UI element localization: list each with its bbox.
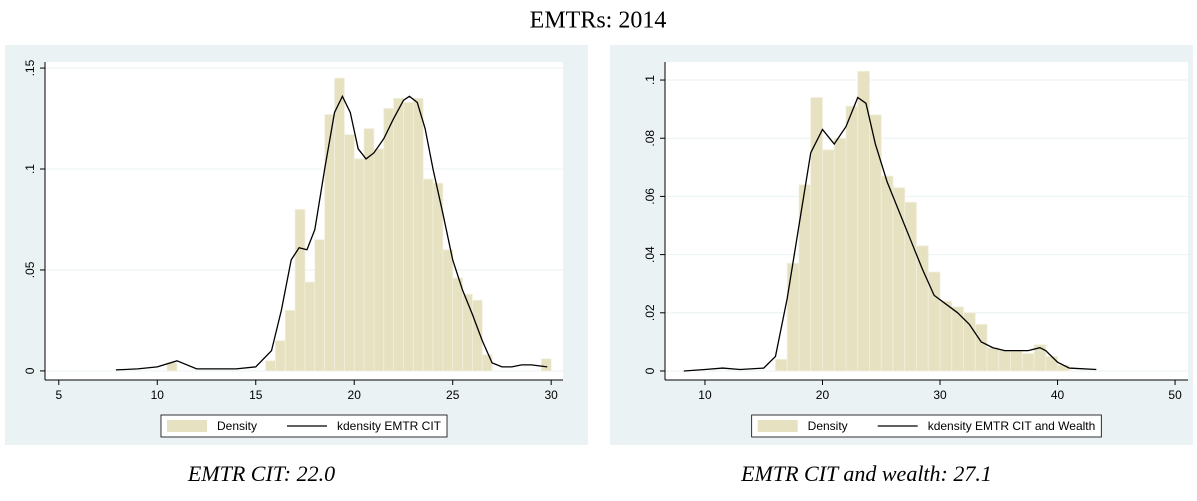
panel: 0 .05 .1 .15 5 10 15 20 25 30 Density kdensity EMTR… xyxy=(5,45,588,445)
histogram-bar xyxy=(452,277,463,372)
histogram-bar xyxy=(880,175,894,372)
y-tick-label: .1 xyxy=(23,164,37,174)
histogram-bar xyxy=(986,347,1000,372)
x-tick-label: 15 xyxy=(249,388,263,402)
histogram-bar xyxy=(334,77,345,372)
density-line xyxy=(115,94,548,371)
x-tick-label: 30 xyxy=(933,388,947,402)
histogram-bar xyxy=(775,358,788,372)
y-tick-label: .15 xyxy=(23,59,37,76)
y-tick-label: 0 xyxy=(643,367,657,374)
caption: EMTR CIT and wealth: 27.1 xyxy=(740,461,992,486)
histogram-bar xyxy=(869,114,882,372)
histogram-bar xyxy=(892,187,906,372)
histogram-bar xyxy=(343,134,355,372)
legend-label: Density xyxy=(808,419,848,433)
histogram-bar xyxy=(822,149,835,372)
legend: Density kdensity EMTR CIT xyxy=(160,414,448,438)
density-line xyxy=(683,96,1097,372)
histogram-bar xyxy=(462,293,473,372)
y-tick-label: .04 xyxy=(643,246,657,263)
legend-swatch xyxy=(757,420,798,432)
histogram-bar xyxy=(939,300,953,372)
x-tick-label: 20 xyxy=(348,388,362,402)
x-tick-label: 25 xyxy=(446,388,460,402)
histogram-bar xyxy=(422,178,434,372)
y-tick-label: .08 xyxy=(643,130,657,147)
histogram-bar xyxy=(845,105,859,372)
histogram-bar xyxy=(1021,353,1035,372)
legend-box xyxy=(751,414,1102,438)
histogram-bar xyxy=(786,262,800,372)
histogram-bar xyxy=(284,309,296,372)
histogram-bar xyxy=(393,97,404,372)
histogram-bar xyxy=(403,101,414,372)
histogram-bar xyxy=(471,299,483,372)
histogram-bar xyxy=(304,281,316,372)
histogram-bar xyxy=(998,350,1011,372)
y-tick-label: 0 xyxy=(23,367,37,374)
y-tick-label: .1 xyxy=(643,75,657,85)
histogram-bar xyxy=(916,245,929,372)
histogram-bar xyxy=(833,137,847,372)
legend: Density kdensity EMTR CIT and Wealth xyxy=(751,414,1102,438)
histogram-bar xyxy=(294,208,306,372)
histogram-bar xyxy=(383,108,395,372)
x-tick-label: 30 xyxy=(545,388,559,402)
histogram-bar xyxy=(324,114,335,372)
histogram-bar xyxy=(314,239,326,372)
caption: EMTR CIT: 22.0 xyxy=(187,461,335,486)
legend-label: Density xyxy=(217,419,257,433)
x-tick-label: 10 xyxy=(151,388,165,402)
histogram-bar xyxy=(810,97,823,372)
legend-label: kdensity EMTR CIT xyxy=(337,419,442,433)
x-tick-label: 40 xyxy=(1051,388,1065,402)
histogram-bar xyxy=(904,201,917,372)
histogram-bar xyxy=(442,249,454,372)
histogram-bar xyxy=(363,128,375,372)
histogram-bar xyxy=(963,312,976,372)
y-tick-label: .06 xyxy=(643,188,657,205)
x-tick-label: 5 xyxy=(55,388,62,402)
y-tick-label: .02 xyxy=(643,304,657,321)
histogram-bar xyxy=(275,340,286,372)
x-tick-label: 50 xyxy=(1168,388,1182,402)
histogram-bar xyxy=(974,324,988,372)
histogram-bar xyxy=(481,354,493,372)
histogram-bar xyxy=(412,97,424,372)
histogram-bar xyxy=(1057,364,1070,372)
histogram-bar xyxy=(1010,350,1023,372)
histogram-bar xyxy=(540,358,552,372)
histogram-bar xyxy=(373,148,385,372)
legend-label: kdensity EMTR CIT and Wealth xyxy=(928,419,1096,433)
legend-swatch xyxy=(166,420,207,432)
x-tick-label: 20 xyxy=(816,388,830,402)
y-tick-label: .05 xyxy=(23,261,37,278)
histogram-bar xyxy=(1045,356,1058,372)
x-tick-label: 10 xyxy=(698,388,712,402)
panel: 0 .02 .04 .06 .08 .1 10 20 30 40 50 Density kdensity… xyxy=(610,45,1193,445)
figure-title: EMTRs: 2014 xyxy=(530,8,667,34)
histogram-bar xyxy=(353,158,365,372)
histogram-bar xyxy=(432,182,444,372)
histogram-bar xyxy=(857,70,870,372)
histogram-bar xyxy=(265,360,276,372)
